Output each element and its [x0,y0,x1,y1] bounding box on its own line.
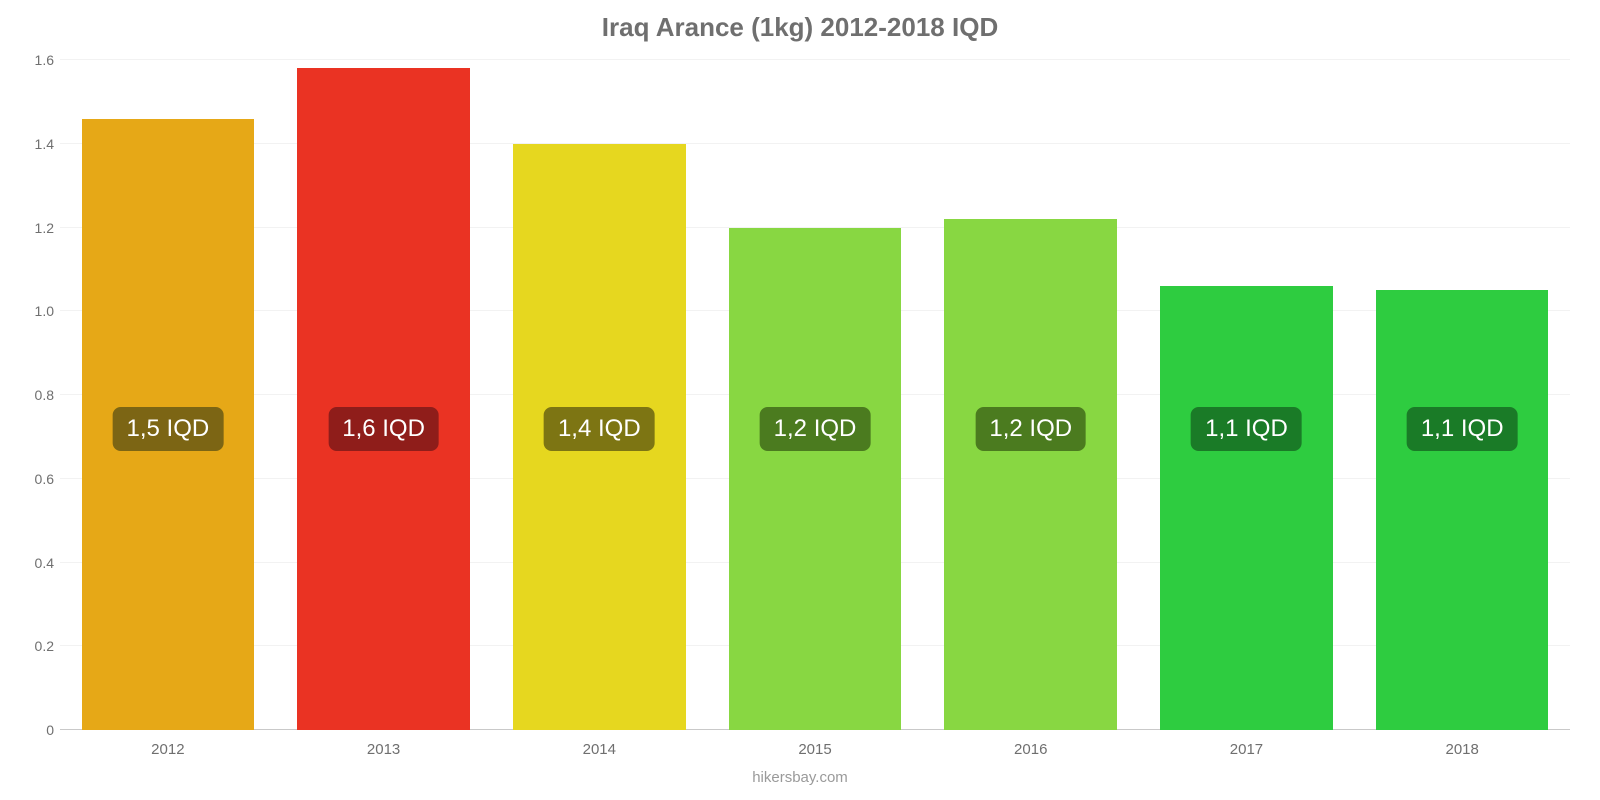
y-tick-label: 0.4 [20,555,54,571]
x-tick-label: 2017 [1230,741,1263,758]
bar: 1,1 IQD [1160,286,1333,730]
y-tick-label: 1.0 [20,303,54,319]
y-tick-label: 0.2 [20,638,54,654]
bar-value-label: 1,4 IQD [544,407,655,451]
bar-value-label: 1,1 IQD [1407,407,1518,451]
bar-value-label: 1,2 IQD [975,407,1086,451]
bar: 1,5 IQD [82,119,255,730]
chart-title: Iraq Arance (1kg) 2012-2018 IQD [0,0,1600,51]
attribution-text: hikersbay.com [0,769,1600,786]
bar-slot: 1,2 IQD2015 [707,60,923,730]
bar: 1,4 IQD [513,144,686,730]
bar-slot: 1,1 IQD2018 [1354,60,1570,730]
x-tick-label: 2014 [583,741,616,758]
x-tick-label: 2016 [1014,741,1047,758]
bar: 1,2 IQD [729,228,902,731]
bar-slot: 1,6 IQD2013 [276,60,492,730]
y-tick-label: 1.4 [20,136,54,152]
bar: 1,6 IQD [297,68,470,730]
y-tick-label: 0.6 [20,471,54,487]
bar-value-label: 1,5 IQD [113,407,224,451]
y-tick-label: 1.6 [20,52,54,68]
bar: 1,2 IQD [944,219,1117,730]
y-tick-label: 1.2 [20,220,54,236]
y-tick-label: 0 [20,722,54,738]
x-tick-label: 2013 [367,741,400,758]
plot-area: 1,5 IQD20121,6 IQD20131,4 IQD20141,2 IQD… [60,60,1570,730]
bar-slot: 1,4 IQD2014 [491,60,707,730]
bar-slot: 1,2 IQD2016 [923,60,1139,730]
bar-value-label: 1,2 IQD [760,407,871,451]
bar-slot: 1,1 IQD2017 [1139,60,1355,730]
bar-slot: 1,5 IQD2012 [60,60,276,730]
bar-value-label: 1,1 IQD [1191,407,1302,451]
x-tick-label: 2012 [151,741,184,758]
bars-container: 1,5 IQD20121,6 IQD20131,4 IQD20141,2 IQD… [60,60,1570,730]
bar-value-label: 1,6 IQD [328,407,439,451]
x-tick-label: 2015 [798,741,831,758]
bar-chart: Iraq Arance (1kg) 2012-2018 IQD 1,5 IQD2… [0,0,1600,800]
x-tick-label: 2018 [1445,741,1478,758]
y-tick-label: 0.8 [20,387,54,403]
bar: 1,1 IQD [1376,290,1549,730]
